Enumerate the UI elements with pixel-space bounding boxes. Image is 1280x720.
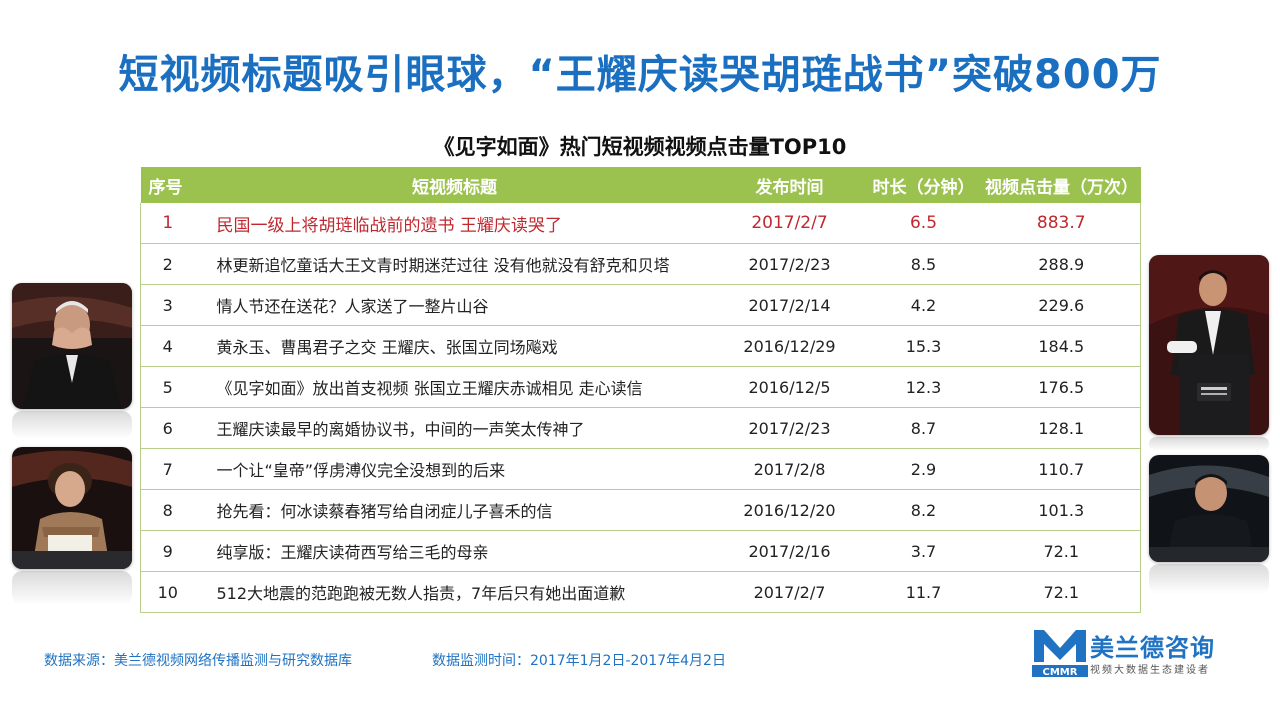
cell-title: 一个让“皇帝”俘虏溥仪完全没想到的后来 [194, 448, 715, 490]
photo-man-at-podium [1149, 255, 1269, 435]
cmmr-logo: CMMR 美兰德咨询 视频大数据生态建设者 [1032, 628, 1242, 680]
cell-date: 2017/2/23 [714, 243, 865, 285]
cell-date: 2017/2/7 [714, 571, 865, 613]
cell-rank: 9 [140, 530, 195, 572]
cell-title: 512大地震的范跑跑被无数人指责，7年后只有她出面道歉 [194, 571, 715, 613]
photo-reflection [1149, 437, 1269, 451]
cell-views: 72.1 [982, 571, 1141, 613]
table-row: 7 一个让“皇帝”俘虏溥仪完全没想到的后来 2017/2/8 2.9 110.7 [140, 448, 1141, 490]
cell-rank: 4 [140, 325, 195, 367]
cell-duration: 6.5 [864, 203, 983, 244]
table-row: 10 512大地震的范跑跑被无数人指责，7年后只有她出面道歉 2017/2/7 … [140, 571, 1141, 613]
data-source-note: 数据来源：美兰德视频网络传播监测与研究数据库 [44, 653, 352, 669]
header-date: 发布时间 [714, 167, 865, 203]
cell-title: 黄永玉、曹禺君子之交 王耀庆、张国立同场飚戏 [194, 325, 715, 367]
cell-rank: 8 [140, 489, 195, 531]
cell-rank: 1 [140, 203, 195, 244]
cell-title: 纯享版：王耀庆读荷西写给三毛的母亲 [194, 530, 715, 572]
table-caption: 《见字如面》热门短视频视频点击量TOP10 [433, 135, 847, 159]
cell-title: 《见字如面》放出首支视频 张国立王耀庆赤诚相见 走心读信 [194, 366, 715, 408]
cell-views: 101.3 [982, 489, 1141, 531]
cell-rank: 5 [140, 366, 195, 408]
cell-rank: 6 [140, 407, 195, 449]
cell-duration: 12.3 [864, 366, 983, 408]
table-row: 4 黄永玉、曹禺君子之交 王耀庆、张国立同场飚戏 2016/12/29 15.3… [140, 325, 1141, 367]
cell-title: 抢先看：何冰读蔡春猪写给自闭症儿子喜禾的信 [194, 489, 715, 531]
cell-duration: 8.2 [864, 489, 983, 531]
table-header-row: 序号 短视频标题 发布时间 时长（分钟） 视频点击量（万次） [140, 167, 1141, 203]
photo-man-reading-letter [1149, 455, 1269, 562]
table-row: 6 王耀庆读最早的离婚协议书，中间的一声笑太传神了 2017/2/23 8.7 … [140, 407, 1141, 449]
cell-duration: 15.3 [864, 325, 983, 367]
cell-date: 2016/12/20 [714, 489, 865, 531]
cell-date: 2017/2/14 [714, 284, 865, 326]
logo-tagline: 视频大数据生态建设者 [1090, 665, 1210, 676]
table-row: 3 情人节还在送花？人家送了一整片山谷 2017/2/14 4.2 229.6 [140, 284, 1141, 326]
table-row: 8 抢先看：何冰读蔡春猪写给自闭症儿子喜禾的信 2016/12/20 8.2 1… [140, 489, 1141, 531]
page-title: 短视频标题吸引眼球，“王耀庆读哭胡琏战书”突破800万 [118, 52, 1162, 98]
header-duration: 时长（分钟） [864, 167, 983, 203]
cell-date: 2016/12/29 [714, 325, 865, 367]
cell-date: 2017/2/16 [714, 530, 865, 572]
cell-title: 情人节还在送花？人家送了一整片山谷 [194, 284, 715, 326]
cell-views: 883.7 [982, 203, 1141, 244]
top10-table: 序号 短视频标题 发布时间 时长（分钟） 视频点击量（万次） 1 民国一级上将胡… [140, 167, 1141, 613]
logo-company-name: 美兰德咨询 [1090, 634, 1215, 662]
cell-rank: 10 [140, 571, 195, 613]
cell-rank: 2 [140, 243, 195, 285]
cell-title: 民国一级上将胡琏临战前的遗书 王耀庆读哭了 [194, 203, 715, 244]
cell-duration: 3.7 [864, 530, 983, 572]
cell-views: 229.6 [982, 284, 1141, 326]
cell-duration: 2.9 [864, 448, 983, 490]
cell-views: 128.1 [982, 407, 1141, 449]
cmmr-logo-mark: CMMR [1032, 630, 1088, 678]
header-rank: 序号 [140, 167, 195, 203]
header-title: 短视频标题 [194, 167, 715, 203]
cell-duration: 4.2 [864, 284, 983, 326]
cell-duration: 8.7 [864, 407, 983, 449]
photo-woman-reading [12, 447, 132, 569]
cell-duration: 8.5 [864, 243, 983, 285]
cell-date: 2017/2/7 [714, 203, 865, 244]
cell-duration: 11.7 [864, 571, 983, 613]
cell-date: 2017/2/23 [714, 407, 865, 449]
cell-views: 110.7 [982, 448, 1141, 490]
table-row: 1 民国一级上将胡琏临战前的遗书 王耀庆读哭了 2017/2/7 6.5 883… [140, 203, 1141, 244]
monitoring-period-note: 数据监测时间：2017年1月2日-2017年4月2日 [432, 653, 726, 669]
cell-title: 王耀庆读最早的离婚协议书，中间的一声笑太传神了 [194, 407, 715, 449]
cell-views: 184.5 [982, 325, 1141, 367]
photo-reflection [12, 411, 132, 439]
photo-reflection [1149, 564, 1269, 594]
cell-rank: 7 [140, 448, 195, 490]
cell-date: 2016/12/5 [714, 366, 865, 408]
cell-title: 林更新追忆童话大王文青时期迷茫过往 没有他就没有舒克和贝塔 [194, 243, 715, 285]
cell-views: 72.1 [982, 530, 1141, 572]
logo-mark-text: CMMR [1043, 667, 1078, 678]
cell-views: 288.9 [982, 243, 1141, 285]
photo-man-covering-face [12, 283, 132, 409]
header-views: 视频点击量（万次） [982, 167, 1141, 203]
photo-reflection [12, 571, 132, 605]
cell-views: 176.5 [982, 366, 1141, 408]
cell-rank: 3 [140, 284, 195, 326]
table-row: 2 林更新追忆童话大王文青时期迷茫过往 没有他就没有舒克和贝塔 2017/2/2… [140, 243, 1141, 285]
cell-date: 2017/2/8 [714, 448, 865, 490]
table-row: 9 纯享版：王耀庆读荷西写给三毛的母亲 2017/2/16 3.7 72.1 [140, 530, 1141, 572]
table-row: 5 《见字如面》放出首支视频 张国立王耀庆赤诚相见 走心读信 2016/12/5… [140, 366, 1141, 408]
